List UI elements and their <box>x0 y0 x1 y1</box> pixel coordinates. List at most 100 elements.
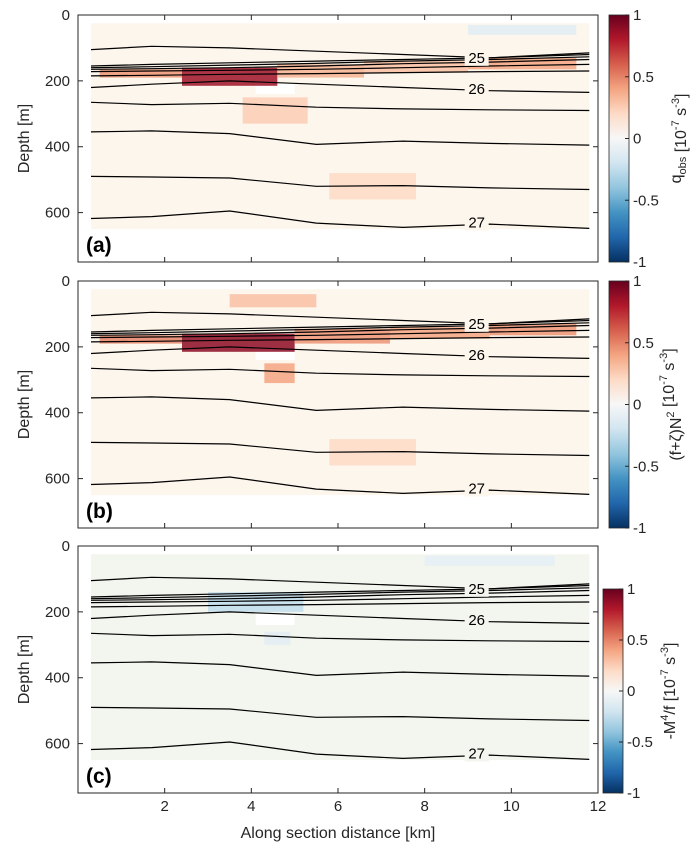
plot-area: 25 26 27 <box>90 554 590 762</box>
contour-label-bg <box>464 479 489 497</box>
isopycnal-contour <box>90 346 590 359</box>
colorbar-tick-label: -0.5 <box>627 734 653 751</box>
isopycnal-contour <box>90 56 590 69</box>
field-gap <box>255 613 295 626</box>
x-tick-label: 4 <box>247 798 255 815</box>
isopycnal-contour <box>90 329 590 339</box>
contour-label-bg <box>464 611 489 629</box>
cb-label-after: /f <box>662 705 679 714</box>
field-background <box>91 554 590 761</box>
y-tick-label: 0 <box>62 273 70 290</box>
colorbar-tick-label: 1 <box>633 7 641 24</box>
contour-label-bg <box>464 744 489 762</box>
colorbar-tick-label: 1 <box>627 581 635 598</box>
cb-label-sup: 4 <box>659 715 671 721</box>
y-tick-label: 400 <box>45 139 70 156</box>
field-patch <box>468 57 577 70</box>
cb-label-unit-s: s <box>673 108 690 120</box>
isopycnal-contour <box>90 476 590 495</box>
y-tick-label: 0 <box>62 538 70 555</box>
contour-label: 27 <box>468 214 485 231</box>
cb-label-exp: -7 <box>659 669 671 679</box>
isopycnal-contour <box>90 324 590 336</box>
isopycnal-contour <box>90 441 590 457</box>
isopycnal-contour <box>90 210 590 229</box>
isopycnal-contour <box>90 396 590 412</box>
colorbar-tick-label: 0 <box>633 131 641 148</box>
colorbar-label: -M4/f [10-7 s-3] <box>659 643 679 740</box>
field-patch <box>264 363 295 384</box>
field-patch <box>208 592 304 612</box>
colorbar-tick-label: -1 <box>633 254 646 271</box>
isopycnal-contour <box>90 706 590 722</box>
contour-label: 26 <box>468 81 485 98</box>
y-tick-label: 600 <box>45 205 70 222</box>
cb-label-end: ] <box>661 348 678 352</box>
contour-label-bg <box>464 314 489 332</box>
isopycnal-contour <box>90 741 590 760</box>
y-tick-label: 0 <box>62 7 70 24</box>
panel-label: (a) <box>86 234 112 257</box>
colorbar-tick-label: 0 <box>633 397 641 414</box>
y-tick-label: 400 <box>45 670 70 687</box>
isopycnal-contour <box>90 367 590 378</box>
isopycnal-contour <box>90 589 590 601</box>
field-patch <box>229 294 317 308</box>
colorbar-tick-label: -0.5 <box>633 192 659 209</box>
cb-label-unit: [10 <box>673 130 690 157</box>
isopycnal-contour <box>90 58 590 70</box>
x-tick-label: 10 <box>503 798 520 815</box>
contour-label-bg <box>464 80 489 98</box>
colorbar-tick-label: 0.5 <box>633 69 654 86</box>
panel-label: (c) <box>86 765 112 788</box>
isopycnal-contour <box>90 130 590 146</box>
x-tick-label: 2 <box>160 798 168 815</box>
contour-label: 26 <box>468 612 485 629</box>
cb-label-exp2: -3 <box>659 647 671 657</box>
isopycnal-contour <box>90 70 590 77</box>
cb-label-sup: 2 <box>665 411 677 417</box>
cb-label-main: -M <box>662 721 679 740</box>
cb-label-exp2: -3 <box>658 353 670 363</box>
isopycnal-contour <box>90 101 590 112</box>
isopycnal-contour <box>90 336 590 343</box>
y-axis-label: Depth [m] <box>16 635 33 704</box>
isopycnal-contour <box>90 584 590 598</box>
field-patch <box>242 97 308 124</box>
contour-label: 27 <box>468 480 485 497</box>
y-tick-label: 600 <box>45 471 70 488</box>
cb-label-exp: -7 <box>658 375 670 385</box>
isopycnal-contour <box>90 322 590 335</box>
x-axis-label: Along section distance [km] <box>241 825 436 842</box>
cb-label-unit-s: s <box>662 657 679 669</box>
cb-label-exp: -7 <box>670 120 682 130</box>
contour-label: 25 <box>468 581 485 598</box>
cb-label-unit: [10 <box>662 679 679 706</box>
colorbar-tick-label: 0 <box>627 683 635 700</box>
x-tick-label: 12 <box>590 798 607 815</box>
contour-label-bg <box>464 346 489 364</box>
isopycnal-contour <box>90 661 590 677</box>
field-patch <box>468 24 577 35</box>
colorbar-label: (f+ζ)N2 [10-7 s-3] <box>658 348 685 460</box>
isopycnal-contour <box>90 601 590 608</box>
isopycnal-contour <box>90 319 590 333</box>
field-patch <box>264 631 291 645</box>
cb-label-exp2: -3 <box>670 98 682 108</box>
y-tick-label: 200 <box>45 339 70 356</box>
field-patch <box>424 555 555 566</box>
x-tick-label: 8 <box>420 798 428 815</box>
contour-label-bg <box>464 213 489 231</box>
colorbar-label: qobs [10-7 s-3] <box>668 94 690 184</box>
colorbar-tick-label: 0.5 <box>627 632 648 649</box>
isopycnal-contour <box>90 80 590 93</box>
cb-label-main: (f+ζ)N <box>668 418 685 461</box>
isopycnal-contour <box>90 175 590 191</box>
panel-b: 25 26 27 0 200 400 600 Depth [m] (b) -1 -0.5 0 0.5 1 (… <box>16 273 685 537</box>
panel-a: 25 26 27 0 200 400 600 Depth [m] (a) -1 -0.5 0 0.5 1 q… <box>16 7 690 271</box>
colorbar-tick-label: -1 <box>627 785 640 802</box>
isopycnal-contour <box>90 63 590 73</box>
contour-label-bg <box>464 48 489 66</box>
isopycnal-contour <box>90 53 590 67</box>
